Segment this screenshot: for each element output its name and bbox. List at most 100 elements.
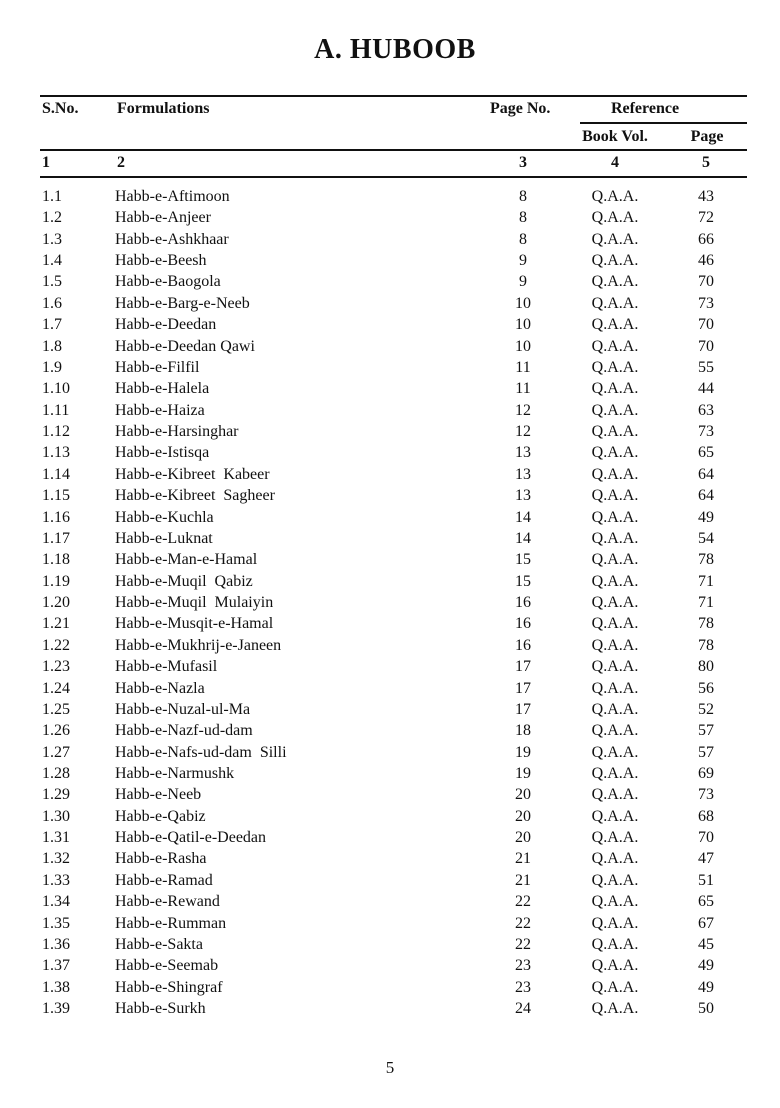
row-book-vol: Q.A.A.	[591, 209, 639, 227]
row-book-vol: Q.A.A.	[591, 594, 639, 612]
row-sno: 1.13	[42, 444, 70, 462]
row-formulation: Habb-e-Sakta	[115, 935, 203, 953]
row-sno: 1.29	[42, 786, 70, 804]
row-sno: 1.14	[42, 465, 70, 483]
row-formulation: Habb-e-Kibreet Kabeer	[115, 465, 270, 483]
row-formulation: Habb-e-Rewand	[115, 893, 220, 911]
table-row: 1.17 Habb-e-Luknat 14 Q.A.A. 54	[0, 528, 780, 549]
row-book-vol: Q.A.A.	[591, 786, 639, 804]
header-book-vol: Book Vol.	[582, 128, 648, 145]
row-sno: 1.28	[42, 764, 70, 782]
row-ref-page: 49	[698, 508, 714, 526]
row-sno: 1.20	[42, 594, 70, 612]
col-number-5: 5	[702, 154, 710, 171]
row-page-no: 12	[515, 423, 531, 441]
reference-underline	[580, 122, 747, 124]
row-ref-page: 49	[698, 978, 714, 996]
row-sno: 1.37	[42, 957, 70, 975]
row-page-no: 9	[519, 252, 527, 270]
row-book-vol: Q.A.A.	[591, 273, 639, 291]
row-page-no: 17	[515, 679, 531, 697]
row-book-vol: Q.A.A.	[591, 636, 639, 654]
header-reference: Reference	[610, 100, 680, 117]
row-book-vol: Q.A.A.	[591, 380, 639, 398]
row-page-no: 22	[515, 935, 531, 953]
page-number: 5	[385, 1058, 395, 1077]
row-sno: 1.26	[42, 722, 70, 740]
row-ref-page: 65	[698, 444, 714, 462]
row-book-vol: Q.A.A.	[591, 743, 639, 761]
row-ref-page: 70	[698, 337, 714, 355]
row-ref-page: 43	[698, 188, 714, 205]
row-formulation: Habb-e-Haiza	[115, 401, 205, 419]
row-ref-page: 46	[698, 252, 714, 270]
row-book-vol: Q.A.A.	[591, 230, 639, 248]
row-book-vol: Q.A.A.	[591, 316, 639, 334]
row-page-no: 13	[515, 487, 531, 505]
table-row: 1.26 Habb-e-Nazf-ud-dam 18 Q.A.A. 57	[0, 720, 780, 741]
row-ref-page: 47	[698, 850, 714, 868]
table-row: 1.39 Habb-e-Surkh 24 Q.A.A. 50	[0, 998, 780, 1019]
row-page-no: 9	[519, 273, 527, 291]
table-row: 1.24 Habb-e-Nazla 17 Q.A.A. 56	[0, 678, 780, 699]
row-sno: 1.16	[42, 508, 70, 526]
row-sno: 1.27	[42, 743, 70, 761]
row-ref-page: 64	[698, 487, 714, 505]
table-row: 1.2 Habb-e-Anjeer 8 Q.A.A. 72	[0, 207, 780, 228]
row-book-vol: Q.A.A.	[591, 188, 639, 205]
row-ref-page: 80	[698, 658, 714, 676]
table-row: 1.21 Habb-e-Musqit-e-Hamal 16 Q.A.A. 78	[0, 613, 780, 634]
row-formulation: Habb-e-Anjeer	[115, 209, 211, 227]
row-ref-page: 49	[698, 957, 714, 975]
row-sno: 1.39	[42, 1000, 70, 1018]
row-sno: 1.12	[42, 423, 70, 441]
row-formulation: Habb-e-Filfil	[115, 358, 200, 376]
row-formulation: Habb-e-Ramad	[115, 871, 213, 889]
row-ref-page: 70	[698, 273, 714, 291]
row-book-vol: Q.A.A.	[591, 957, 639, 975]
row-sno: 1.19	[42, 572, 70, 590]
row-formulation: Habb-e-Musqit-e-Hamal	[115, 615, 274, 633]
table-row: 1.1 Habb-e-Aftimoon 8 Q.A.A. 43	[0, 186, 780, 207]
column-number-rule	[40, 176, 747, 178]
row-book-vol: Q.A.A.	[591, 358, 639, 376]
table-row: 1.33 Habb-e-Ramad 21 Q.A.A. 51	[0, 870, 780, 891]
row-ref-page: 78	[698, 615, 714, 633]
row-sno: 1.7	[42, 316, 62, 334]
row-sno: 1.33	[42, 871, 70, 889]
table-row: 1.10 Habb-e-Halela 11 Q.A.A. 44	[0, 378, 780, 399]
row-ref-page: 63	[698, 401, 714, 419]
row-page-no: 16	[515, 615, 531, 633]
row-page-no: 10	[515, 294, 531, 312]
row-formulation: Habb-e-Muqil Qabiz	[115, 572, 253, 590]
row-formulation: Habb-e-Harsinghar	[115, 423, 239, 441]
table-row: 1.8 Habb-e-Deedan Qawi 10 Q.A.A. 70	[0, 336, 780, 357]
row-book-vol: Q.A.A.	[591, 914, 639, 932]
row-formulation: Habb-e-Rasha	[115, 850, 207, 868]
row-book-vol: Q.A.A.	[591, 551, 639, 569]
table-row: 1.27 Habb-e-Nafs-ud-dam Silli 19 Q.A.A. 57	[0, 742, 780, 763]
row-page-no: 21	[515, 871, 531, 889]
row-ref-page: 78	[698, 551, 714, 569]
row-formulation: Habb-e-Deedan Qawi	[115, 337, 255, 355]
table-row: 1.25 Habb-e-Nuzal-ul-Ma 17 Q.A.A. 52	[0, 699, 780, 720]
row-formulation: Habb-e-Nuzal-ul-Ma	[115, 700, 251, 718]
row-book-vol: Q.A.A.	[591, 850, 639, 868]
row-ref-page: 71	[698, 572, 714, 590]
row-book-vol: Q.A.A.	[591, 337, 639, 355]
row-book-vol: Q.A.A.	[591, 978, 639, 996]
row-book-vol: Q.A.A.	[591, 423, 639, 441]
row-formulation: Habb-e-Nazf-ud-dam	[115, 722, 253, 740]
row-ref-page: 73	[698, 423, 714, 441]
row-ref-page: 69	[698, 764, 714, 782]
header-rule	[40, 149, 747, 151]
row-sno: 1.2	[42, 209, 62, 227]
row-book-vol: Q.A.A.	[591, 658, 639, 676]
row-ref-page: 55	[698, 358, 714, 376]
table-row: 1.34 Habb-e-Rewand 22 Q.A.A. 65	[0, 891, 780, 912]
table-row: 1.18 Habb-e-Man-e-Hamal 15 Q.A.A. 78	[0, 549, 780, 570]
row-ref-page: 56	[698, 679, 714, 697]
table-row: 1.20 Habb-e-Muqil Mulaiyin 16 Q.A.A. 71	[0, 592, 780, 613]
table-row: 1.23 Habb-e-Mufasil 17 Q.A.A. 80	[0, 656, 780, 677]
row-formulation: Habb-e-Aftimoon	[115, 188, 230, 205]
